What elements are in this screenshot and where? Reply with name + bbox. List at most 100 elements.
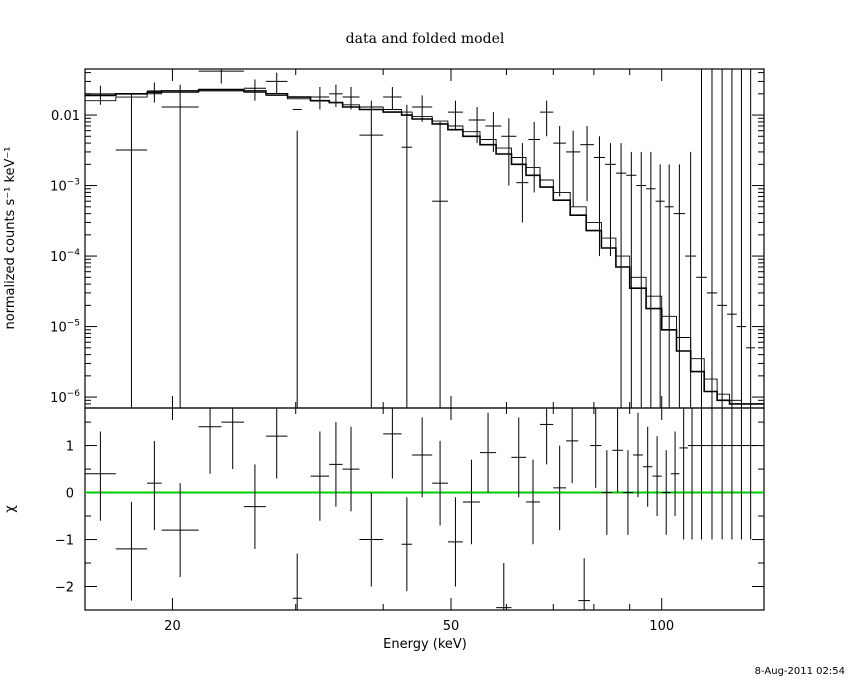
y-tick-label: 10−6 [50,389,80,406]
residual-point [265,408,288,479]
chi-tick-label: −2 [55,581,74,596]
y-tick-label-base: 0.01 [51,109,80,124]
residual-point [432,440,448,526]
residual-point [622,450,634,535]
y-tick-label: 10−4 [50,248,80,265]
residual-data [85,408,756,610]
residual-panel: 1 0 −1 −2 20 50 100 [55,407,765,634]
residual-point [462,459,480,545]
energy-tick-label: 100 [649,619,674,634]
residual-point [727,408,737,540]
data-point [243,79,266,101]
residual-point [696,408,707,540]
y-tick-label-exponent: −5 [67,319,80,329]
residual-point [736,408,747,540]
y-tick-label-exponent: −3 [67,178,80,188]
residual-point [342,426,360,512]
y-tick-label-base: 10 [50,321,67,336]
energy-tick-label: 50 [443,619,460,634]
data-point [706,69,718,408]
residual-point [553,445,567,531]
residual-point [479,412,497,493]
spectrum-panel-frame [84,68,765,409]
data-point [566,130,581,207]
y-tick-label-exponent: −6 [67,389,81,399]
residual-point [717,408,728,540]
residual-point [329,422,343,507]
residual-point [383,408,402,479]
residual-point [401,497,413,592]
spectrum-data [85,69,756,408]
chart-title: data and folded model [346,31,505,47]
residual-panel-frame [84,407,765,611]
data-point [342,86,360,110]
residual-point [161,483,199,578]
data-point [115,93,148,408]
data-point [265,72,288,94]
data-point [501,118,517,186]
data-point [673,164,686,408]
residual-point [601,450,613,535]
residual-point [243,464,266,549]
data-point [664,164,674,408]
residual-point [642,426,653,507]
residual-point [612,408,623,493]
residual-point [746,408,756,540]
chi-tick-label: −1 [55,534,74,549]
residual-point [590,408,602,488]
x-axis-label: Energy (keV) [383,637,467,652]
residual-point [670,431,680,517]
residual-point [652,436,662,517]
data-point [626,151,637,408]
residual-point [661,450,671,535]
data-point [329,84,343,108]
y-tick-label-base: 10 [50,180,67,195]
residual-point [85,431,116,521]
residual-point [412,417,433,498]
residual-point [198,408,222,474]
data-point [580,125,594,202]
residual-y-tick-labels: 1 0 −1 −2 [55,440,74,596]
residual-point [447,497,463,587]
data-point [359,100,384,408]
y-tick-label-exponent: −4 [67,248,81,258]
data-point [553,125,567,197]
data-point [401,104,413,408]
y-tick-label-base: 10 [50,391,67,406]
residual-point [578,558,591,610]
data-point [485,112,502,152]
y-tick-label: 10−5 [50,319,80,336]
residual-point [496,563,512,610]
data-point [539,100,554,137]
data-point [447,100,463,131]
residual-point [566,408,579,484]
y-tick-label: 0.01 [51,109,80,124]
data-point [605,143,616,257]
data-point [746,69,756,408]
data-point [646,151,656,408]
data-point [310,86,330,110]
data-point [468,107,486,144]
spectrum-y-axis-label: normalized counts s⁻¹ keV⁻¹ [3,147,18,330]
energy-tick-label: 20 [164,619,181,634]
chi-tick-label: 1 [66,440,74,455]
data-point [528,121,540,193]
data-point [636,151,647,408]
model-histogram-2 [85,90,764,405]
y-tick-label-base: 10 [50,250,67,265]
energy-tick-labels: 20 50 100 [164,619,674,634]
residual-point [679,408,688,540]
data-point [383,86,402,110]
data-point [292,108,302,408]
data-point [685,151,697,408]
data-point [147,82,162,103]
residual-point [221,408,244,470]
timestamp: 8-Aug-2011 02:54 [755,666,845,677]
data-point [516,143,529,223]
y-tick-label: 10−3 [50,178,80,195]
chi-tick-label: 0 [66,487,74,502]
model-histogram-1 [85,88,764,405]
residual-point [633,412,643,498]
